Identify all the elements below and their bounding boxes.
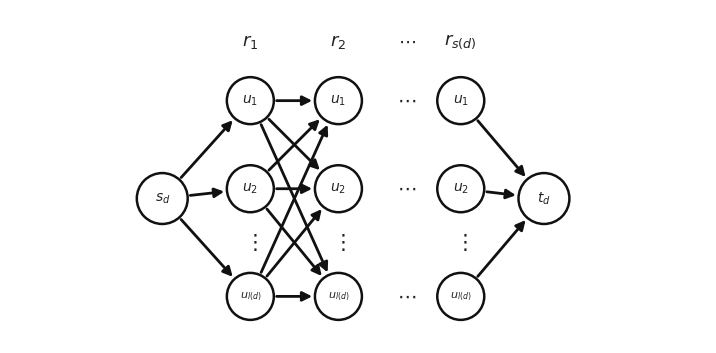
Text: $s_d$: $s_d$ [155,191,170,206]
Text: $\cdots$: $\cdots$ [397,92,417,110]
Circle shape [437,77,484,124]
Text: $\vdots$: $\vdots$ [332,232,345,253]
Circle shape [315,77,362,124]
Text: $r_2$: $r_2$ [330,33,347,51]
Circle shape [227,165,274,212]
Text: $u_{l(d)}$: $u_{l(d)}$ [328,290,349,303]
Text: $\cdots$: $\cdots$ [397,180,417,198]
Text: $u_{l(d)}$: $u_{l(d)}$ [450,290,472,303]
Circle shape [437,273,484,320]
Circle shape [518,173,569,224]
Text: $\vdots$: $\vdots$ [243,232,257,253]
Text: $u_1$: $u_1$ [453,94,469,108]
Circle shape [227,273,274,320]
Text: $u_2$: $u_2$ [453,181,469,196]
Text: $r_1$: $r_1$ [242,33,258,51]
Text: $u_{l(d)}$: $u_{l(d)}$ [240,290,261,303]
Circle shape [315,165,362,212]
Text: $\vdots$: $\vdots$ [454,232,468,253]
Text: $u_2$: $u_2$ [242,181,258,196]
Circle shape [227,77,274,124]
Text: $u_1$: $u_1$ [242,94,258,108]
Circle shape [137,173,188,224]
Text: $r_{s(d)}$: $r_{s(d)}$ [445,32,477,51]
Circle shape [315,273,362,320]
Circle shape [437,165,484,212]
Text: $u_2$: $u_2$ [330,181,347,196]
Text: $u_1$: $u_1$ [330,94,347,108]
Text: $t_d$: $t_d$ [537,190,551,207]
Text: $\cdots$: $\cdots$ [397,287,417,305]
Text: $\cdots$: $\cdots$ [398,33,416,51]
